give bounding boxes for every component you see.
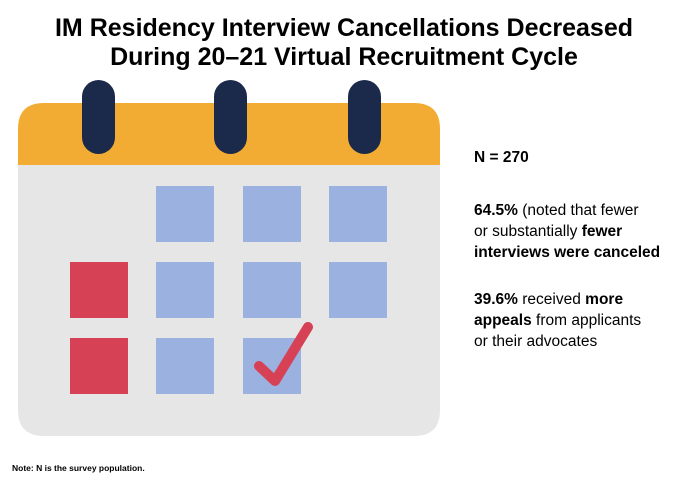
stat2-text: received <box>517 291 586 308</box>
calendar-cell <box>156 262 214 318</box>
stat-more-appeals: 39.6% received more appeals from applica… <box>474 289 688 352</box>
sample-size-label: N = 270 <box>474 149 529 166</box>
footnote: Note: N is the survey population. <box>12 463 145 473</box>
stat2-bold-2: appeals <box>474 312 532 329</box>
checkmark-icon <box>254 322 313 386</box>
calendar-cell <box>156 338 214 394</box>
calendar-cell <box>329 186 387 242</box>
calendar-cell <box>243 186 301 242</box>
stat2-bold-1: more <box>585 291 624 308</box>
calendar-cell <box>156 186 214 242</box>
calendar-cell <box>329 262 387 318</box>
stat2-text-3: or their advocates <box>474 333 598 350</box>
calendar-ring-2 <box>214 80 247 154</box>
stat1-bold-3: interviews were canceled <box>474 244 661 261</box>
calendar-cell <box>243 262 301 318</box>
stat1-value: 64.5% <box>474 202 518 219</box>
calendar-ring-1 <box>82 80 115 154</box>
stat1-bold-2: fewer <box>581 223 623 240</box>
stat2-value: 39.6% <box>474 291 518 308</box>
title-line-2: During 20–21 Virtual Recruitment Cycle <box>110 43 578 71</box>
stat1-text: (noted that fewer <box>517 202 639 219</box>
sample-size: N = 270 <box>474 147 688 168</box>
stat-fewer-cancellations: 64.5% (noted that fewer or substantially… <box>474 200 688 263</box>
page-title: IM Residency Interview Cancellations Dec… <box>0 14 688 72</box>
calendar-cell-red <box>70 338 128 394</box>
calendar-ring-3 <box>348 80 381 154</box>
stat2-text-2: from applicants <box>531 312 642 329</box>
calendar-cell-red <box>70 262 128 318</box>
title-line-1: IM Residency Interview Cancellations Dec… <box>54 14 633 42</box>
stat1-text-2: or substantially <box>474 223 582 240</box>
